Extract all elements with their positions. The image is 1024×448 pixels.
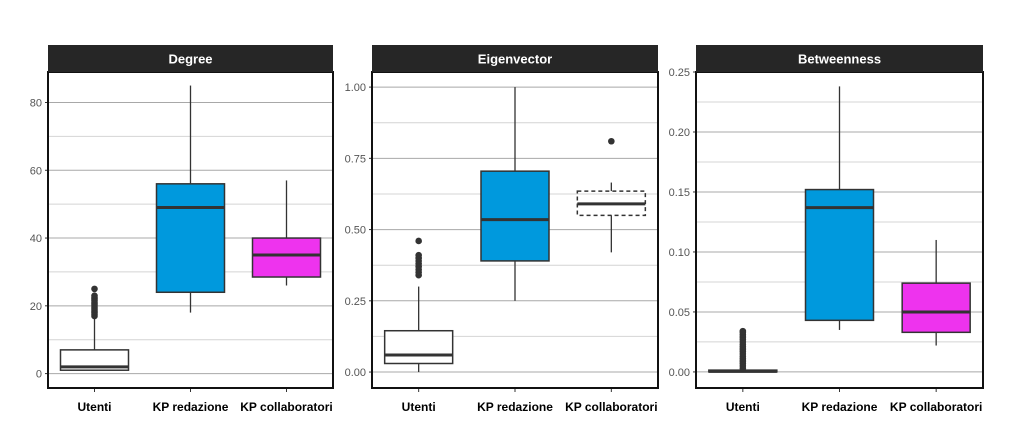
- y-tick-label: 1.00: [345, 82, 366, 94]
- x-tick-label: KP collaboratori: [240, 400, 332, 414]
- box-utenti: [708, 327, 778, 373]
- outlier-point: [608, 137, 615, 145]
- x-tick-label: KP redazione: [477, 400, 553, 414]
- box-kp-collaboratori: [251, 180, 322, 286]
- outlier-point: [739, 327, 747, 335]
- box-utenti: [59, 285, 130, 371]
- box-kp-redazione: [155, 85, 226, 313]
- y-tick-label: 0.10: [669, 247, 690, 259]
- x-tick-label: Utenti: [402, 400, 436, 414]
- panel-title: Eigenvector: [478, 52, 552, 67]
- x-tick-label: KP redazione: [153, 400, 229, 414]
- panel-eigenvector: 0.00 0.25 0.50 0.75 1.00 Utenti KP redazione KP…: [345, 45, 659, 414]
- y-tick-label: 0: [36, 369, 42, 381]
- y-tick-label: 40: [30, 233, 42, 245]
- box-iqr: [480, 170, 550, 262]
- box-iqr: [901, 282, 971, 334]
- panel-title: Degree: [168, 52, 212, 67]
- y-tick-label: 0.50: [345, 225, 366, 237]
- y-tick-label: 0.00: [669, 367, 690, 379]
- strip-header: [372, 45, 658, 72]
- panel-title: Betweenness: [798, 52, 881, 67]
- y-tick-label: 80: [30, 97, 42, 109]
- y-tick-label: 0.15: [669, 187, 690, 199]
- box-iqr: [251, 237, 322, 278]
- y-tick-label: 0.25: [669, 67, 690, 79]
- box-iqr: [804, 188, 875, 322]
- strip-header: [696, 45, 983, 72]
- outlier-point: [415, 251, 422, 259]
- outlier-point: [91, 285, 98, 293]
- box-utenti: [383, 237, 454, 373]
- x-tick-label: KP collaboratori: [565, 400, 657, 414]
- box-iqr: [59, 349, 130, 371]
- x-tick-label: Utenti: [726, 400, 760, 414]
- y-tick-label: 0.00: [345, 367, 366, 379]
- box-kp-collaboratori: [576, 137, 647, 253]
- outlier-point: [415, 237, 422, 245]
- outlier-point: [91, 292, 98, 299]
- box-kp-redazione: [804, 86, 875, 330]
- y-tick-label: 0.25: [345, 296, 366, 308]
- box-kp-collaboratori: [901, 239, 971, 346]
- y-tick-label: 0.20: [669, 127, 690, 139]
- box-iqr: [155, 183, 226, 294]
- strip-header: [48, 45, 333, 72]
- x-tick-label: KP redazione: [802, 400, 878, 414]
- x-tick-label: KP collaboratori: [890, 400, 982, 414]
- box-kp-redazione: [480, 87, 550, 301]
- y-tick-label: 0.05: [669, 307, 690, 319]
- panel-degree: 0 20 40 60 80 Utenti KP redazione KP collaborat…: [30, 45, 334, 414]
- panel-betweenness: 0.00 0.05 0.10 0.15 0.20 0.25 Utenti KP redazio…: [669, 45, 984, 414]
- box-iqr: [383, 329, 454, 365]
- x-tick-label: Utenti: [78, 400, 112, 414]
- y-tick-label: 20: [30, 301, 42, 313]
- y-tick-label: 60: [30, 165, 42, 177]
- y-tick-label: 0.75: [345, 153, 366, 165]
